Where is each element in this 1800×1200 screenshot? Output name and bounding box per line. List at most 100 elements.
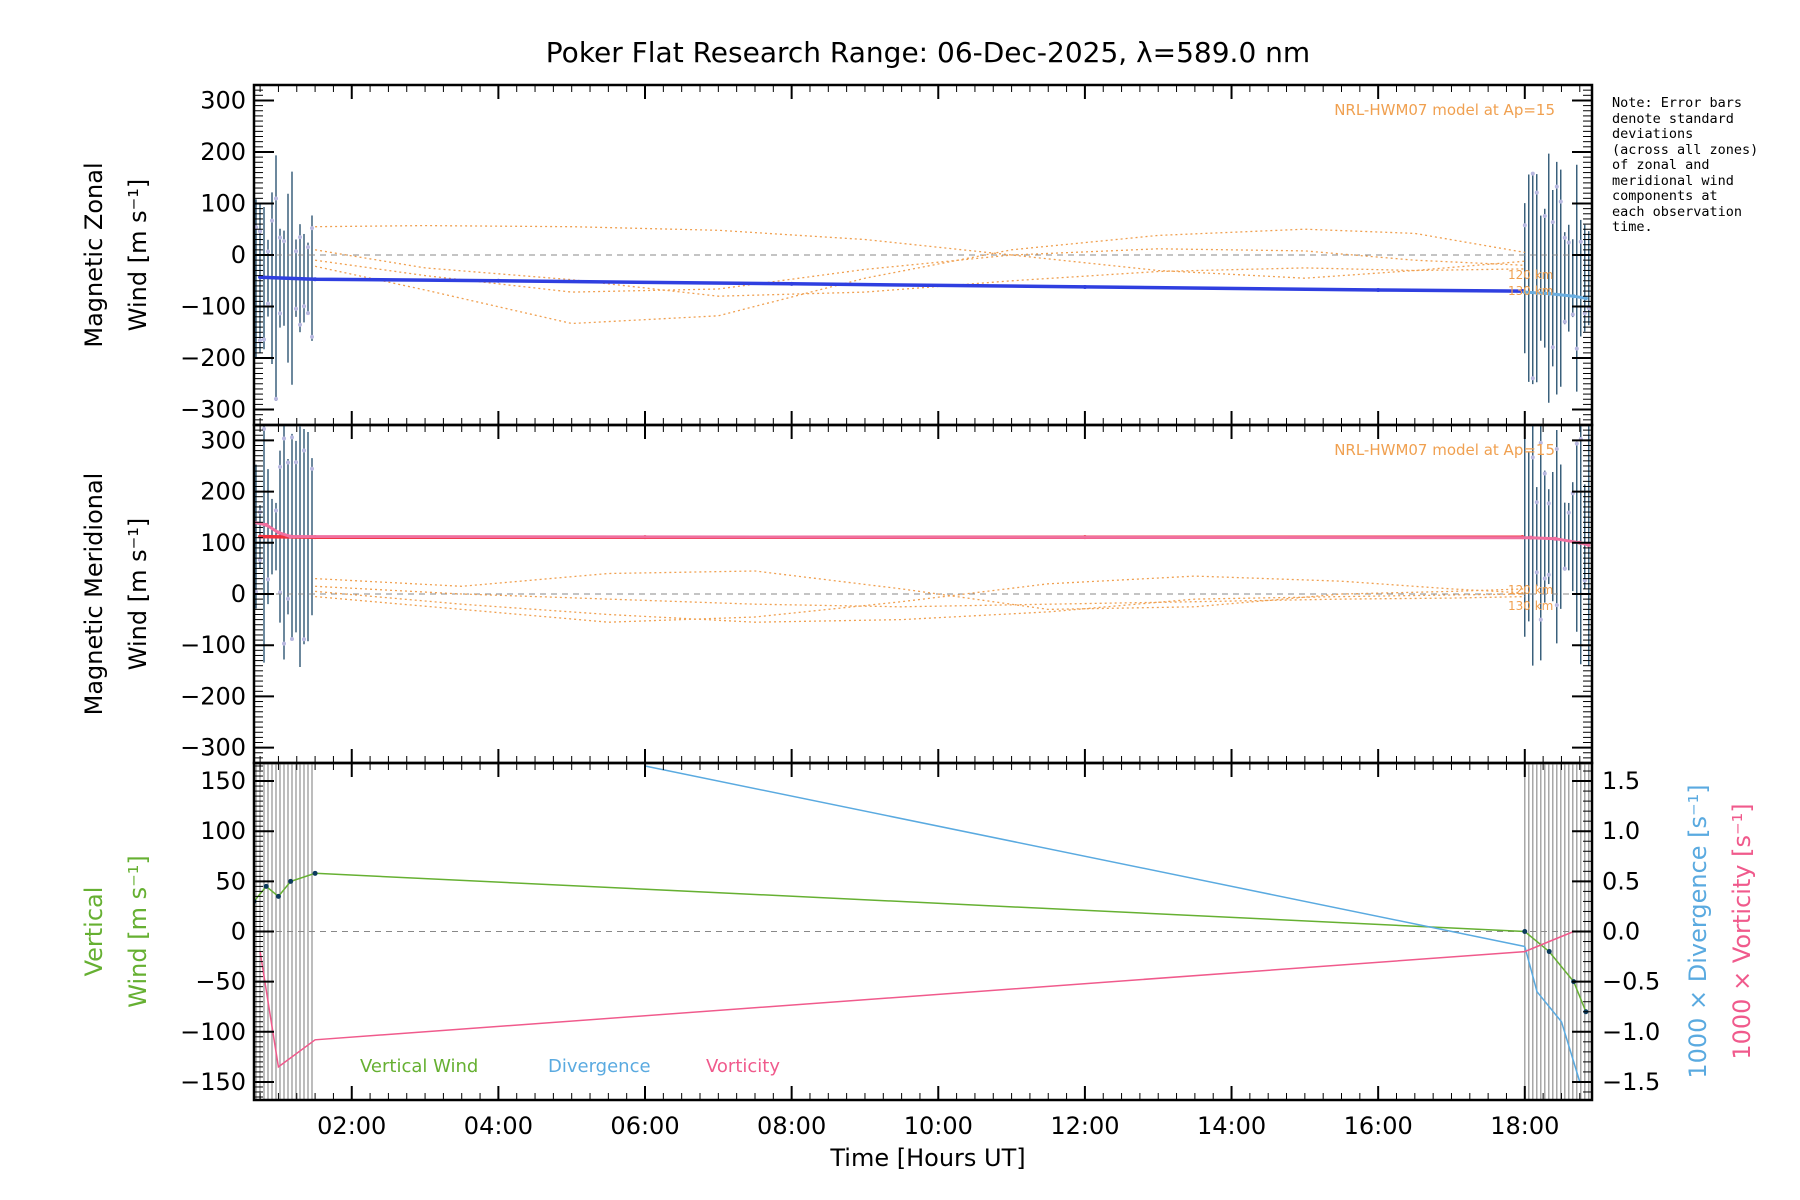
figure-title: Poker Flat Research Range: 06-Dec-2025, … — [546, 36, 1310, 69]
note-line: (across all zones) — [1612, 141, 1759, 158]
x-tick-label: 16:00 — [1344, 1112, 1413, 1140]
altitude-label: 130 km — [1508, 599, 1553, 613]
series-line-vertical-2 — [259, 930, 1574, 1069]
y-tick-label: 150 — [200, 767, 246, 795]
data-point — [313, 277, 318, 282]
y-tick-label: 0 — [231, 580, 246, 608]
y-tick-label: 300 — [200, 426, 246, 454]
x-tick-label: 08:00 — [757, 1112, 826, 1140]
x-tick-label: 18:00 — [1490, 1112, 1559, 1140]
y-tick-label: −200 — [180, 682, 246, 710]
y-axis-label-line: Magnetic Zonal — [80, 162, 108, 347]
y2-axis-label-divergence: 1000 × Divergence [s⁻¹] — [1684, 784, 1712, 1078]
data-point — [275, 893, 281, 899]
model-curve-zonal-3 — [315, 224, 1525, 279]
model-curve-meridional-3 — [315, 585, 1525, 608]
y-tick-label: −300 — [180, 396, 246, 424]
x-tick-label: 04:00 — [464, 1112, 533, 1140]
altitude-label: 120 km — [1508, 268, 1553, 282]
note-line: each observation — [1612, 203, 1743, 220]
data-point — [1528, 535, 1533, 540]
plot-area-zonal — [254, 153, 1592, 403]
model-curve-meridional-2 — [315, 575, 1525, 623]
y-tick-label: 200 — [200, 138, 246, 166]
altitude-label: 120 km — [1508, 583, 1553, 597]
note-line: denote standard — [1612, 110, 1734, 127]
error-bar-note: Note: Error bars denote standard deviation… — [1612, 95, 1782, 236]
y-axis-label-line: Wind [m s⁻¹] — [124, 855, 152, 1007]
data-point — [1546, 949, 1552, 955]
y-tick-label: 300 — [200, 86, 246, 114]
y2-tick-label: −1.0 — [1602, 1018, 1660, 1046]
y-tick-label: 100 — [200, 817, 246, 845]
y-tick-label: −200 — [180, 344, 246, 372]
y-tick-label: −100 — [180, 1018, 246, 1046]
altitude-label: 130 km — [1508, 284, 1553, 298]
series-line-vertical-1 — [644, 765, 1581, 1083]
data-point — [1522, 290, 1527, 295]
panel-zonal: 300 200 100 0 −100 −200 −300 Magnetic Zonal Wind… — [80, 83, 1594, 427]
legend-entry: Vorticity — [706, 1056, 780, 1077]
legend-entry: Divergence — [548, 1056, 651, 1077]
data-point — [1571, 294, 1576, 299]
data-point — [1586, 542, 1591, 547]
data-point — [1583, 296, 1588, 301]
model-curve-meridional-1 — [315, 590, 1525, 623]
y-tick-label: 0 — [231, 241, 246, 269]
y-tick-label: 200 — [200, 478, 246, 506]
y2-tick-label: −0.5 — [1602, 968, 1660, 996]
data-point — [276, 530, 281, 535]
y-tick-label: −300 — [180, 734, 246, 762]
data-point — [264, 522, 269, 527]
data-point — [288, 878, 294, 884]
y-tick-label: 0 — [231, 918, 246, 946]
y2-tick-label: 1.5 — [1602, 767, 1640, 795]
y-axis-label-line: Wind [m s⁻¹] — [124, 179, 152, 331]
panel-vertical: 150 100 50 0 −50 −100 −150 Vertical Wind [m s⁻¹]… — [80, 761, 1756, 1140]
note-line: time. — [1612, 219, 1653, 235]
data-point — [263, 883, 269, 889]
y-axis-label-line: Wind [m s⁻¹] — [124, 518, 152, 670]
data-point — [1522, 929, 1528, 934]
x-tick-label: 10:00 — [904, 1112, 973, 1140]
data-point — [288, 534, 293, 539]
y2-tick-label: 1.0 — [1602, 817, 1640, 845]
series-line-zonal-1 — [1524, 290, 1587, 300]
note-line: of zonal and — [1612, 157, 1710, 173]
series-line-vertical-0 — [254, 872, 1587, 1012]
x-tick-label: 14:00 — [1197, 1112, 1266, 1140]
y2-tick-label: 0.5 — [1602, 867, 1640, 895]
note-line: deviations — [1612, 126, 1694, 142]
model-curve-meridional-0 — [315, 570, 1525, 611]
model-label: NRL-HWM07 model at Ap=15 — [1334, 101, 1555, 119]
legend-entry: Vertical Wind — [360, 1056, 478, 1077]
y2-axis-label-vorticity: 1000 × Vorticity [s⁻¹] — [1728, 803, 1756, 1059]
data-point — [1547, 291, 1552, 296]
x-tick-label: 02:00 — [317, 1112, 386, 1140]
panel-meridional: 300 200 100 0 −100 −200 −300 Magnetic Meridiona… — [80, 423, 1594, 765]
data-point — [496, 278, 501, 283]
data-point — [1553, 536, 1558, 541]
y-axis-label-line: Magnetic Meridional — [80, 473, 108, 716]
data-point — [1376, 288, 1381, 293]
y-tick-label: −50 — [195, 968, 246, 996]
y-tick-label: 50 — [215, 867, 246, 895]
note-line: Note: Error bars — [1612, 95, 1743, 111]
x-tick-label: 06:00 — [610, 1112, 679, 1140]
model-curve-zonal-0 — [314, 228, 1525, 325]
x-tick-label: 12:00 — [1050, 1112, 1119, 1140]
data-point — [1082, 284, 1087, 289]
model-label: NRL-HWM07 model at Ap=15 — [1334, 441, 1555, 459]
model-curve-zonal-1 — [315, 248, 1525, 293]
note-line: components at — [1612, 188, 1718, 204]
y-tick-label: −100 — [180, 631, 246, 659]
y-tick-label: 100 — [200, 529, 246, 557]
plot-area-meridional — [254, 425, 1592, 668]
y2-tick-label: −1.5 — [1602, 1068, 1660, 1096]
y-tick-label: −100 — [180, 293, 246, 321]
x-axis-label: Time [Hours UT] — [829, 1144, 1025, 1172]
note-line: meridional wind — [1612, 172, 1734, 189]
y-tick-label: 100 — [200, 189, 246, 217]
y-axis-label-line: Vertical — [80, 887, 108, 977]
